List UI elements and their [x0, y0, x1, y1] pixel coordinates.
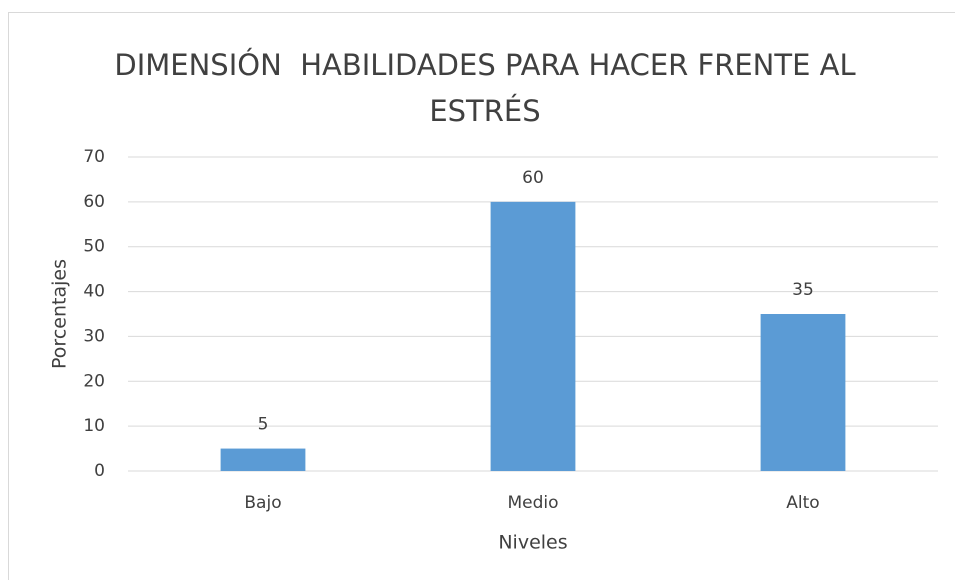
- x-tick-label: Bajo: [244, 493, 281, 513]
- bar: [490, 201, 576, 471]
- y-tick-label: 20: [83, 371, 105, 391]
- bar: [760, 314, 846, 471]
- y-tick-label: 50: [83, 237, 105, 257]
- x-tick-label: Medio: [507, 493, 558, 513]
- y-tick-label: 30: [83, 326, 105, 346]
- y-tick-label: 0: [94, 461, 105, 481]
- y-tick-label: 70: [83, 147, 105, 167]
- y-tick-label: 40: [83, 282, 105, 302]
- y-axis-label: Porcentajes: [49, 259, 71, 369]
- y-tick-label: 10: [83, 416, 105, 436]
- y-tick-label: 60: [83, 192, 105, 212]
- data-label: 60: [522, 168, 544, 188]
- chart-title: DIMENSIÓN HABILIDADES PARA HACER FRENTE …: [114, 48, 865, 128]
- chart-border: [8, 12, 955, 580]
- x-tick-label: Alto: [786, 493, 819, 513]
- data-label: 35: [792, 280, 814, 300]
- bar: [220, 448, 306, 471]
- data-label: 5: [258, 415, 269, 435]
- x-axis-label: Niveles: [498, 532, 567, 554]
